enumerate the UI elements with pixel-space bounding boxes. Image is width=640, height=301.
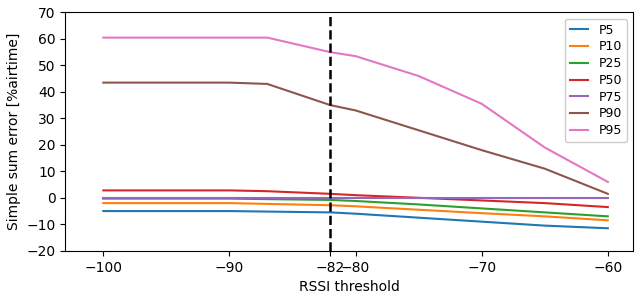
P50 — [163, 189, 170, 192]
P25 — [415, 203, 422, 206]
P95 — [415, 74, 422, 78]
P95 — [478, 102, 486, 106]
P5 — [604, 226, 612, 230]
P5 — [264, 210, 271, 213]
P95 — [541, 146, 548, 149]
P10 — [99, 201, 107, 205]
P90 — [226, 81, 234, 84]
P75 — [541, 196, 548, 200]
P50 — [264, 189, 271, 193]
P5 — [163, 209, 170, 213]
P90 — [352, 109, 360, 112]
P90 — [99, 81, 107, 84]
P10 — [541, 215, 548, 218]
X-axis label: RSSI threshold: RSSI threshold — [299, 280, 400, 294]
P95 — [99, 36, 107, 39]
P25 — [264, 197, 271, 201]
P25 — [604, 215, 612, 218]
P5 — [478, 220, 486, 223]
P50 — [226, 189, 234, 192]
P25 — [226, 197, 234, 200]
P50 — [99, 189, 107, 192]
P25 — [478, 206, 486, 210]
P25 — [99, 197, 107, 200]
Line: P10: P10 — [103, 203, 608, 220]
P95 — [352, 54, 360, 58]
P75 — [352, 196, 360, 200]
Line: P95: P95 — [103, 38, 608, 182]
P90 — [604, 192, 612, 196]
P95 — [226, 36, 234, 39]
P25 — [541, 211, 548, 214]
P90 — [326, 103, 334, 107]
P75 — [163, 196, 170, 200]
P50 — [326, 192, 334, 196]
P90 — [478, 148, 486, 152]
P10 — [226, 201, 234, 205]
P5 — [99, 209, 107, 213]
P75 — [604, 196, 612, 200]
P5 — [226, 209, 234, 213]
P5 — [541, 224, 548, 228]
P75 — [99, 196, 107, 200]
Line: P50: P50 — [103, 191, 608, 207]
P10 — [352, 204, 360, 208]
P95 — [326, 50, 334, 54]
P95 — [604, 180, 612, 184]
Line: P5: P5 — [103, 211, 608, 228]
P95 — [163, 36, 170, 39]
Legend: P5, P10, P25, P50, P75, P90, P95: P5, P10, P25, P50, P75, P90, P95 — [564, 19, 627, 142]
P5 — [326, 211, 334, 214]
P25 — [326, 198, 334, 202]
P10 — [264, 202, 271, 206]
P95 — [264, 36, 271, 39]
P75 — [415, 196, 422, 200]
Y-axis label: Simple sum error [%airtime]: Simple sum error [%airtime] — [7, 33, 21, 230]
P50 — [478, 199, 486, 202]
P90 — [163, 81, 170, 84]
P50 — [352, 193, 360, 197]
P75 — [264, 196, 271, 200]
P10 — [163, 201, 170, 205]
P25 — [163, 197, 170, 200]
P50 — [415, 196, 422, 200]
P5 — [352, 212, 360, 216]
P25 — [352, 199, 360, 203]
P50 — [604, 205, 612, 209]
P10 — [604, 219, 612, 222]
P5 — [415, 216, 422, 219]
P50 — [541, 201, 548, 205]
P75 — [226, 196, 234, 200]
P90 — [415, 129, 422, 132]
Line: P90: P90 — [103, 82, 608, 194]
P10 — [478, 211, 486, 215]
P75 — [326, 196, 334, 200]
P90 — [541, 167, 548, 170]
Line: P25: P25 — [103, 199, 608, 216]
P10 — [326, 203, 334, 207]
P75 — [478, 196, 486, 200]
P10 — [415, 208, 422, 212]
P90 — [264, 82, 271, 86]
